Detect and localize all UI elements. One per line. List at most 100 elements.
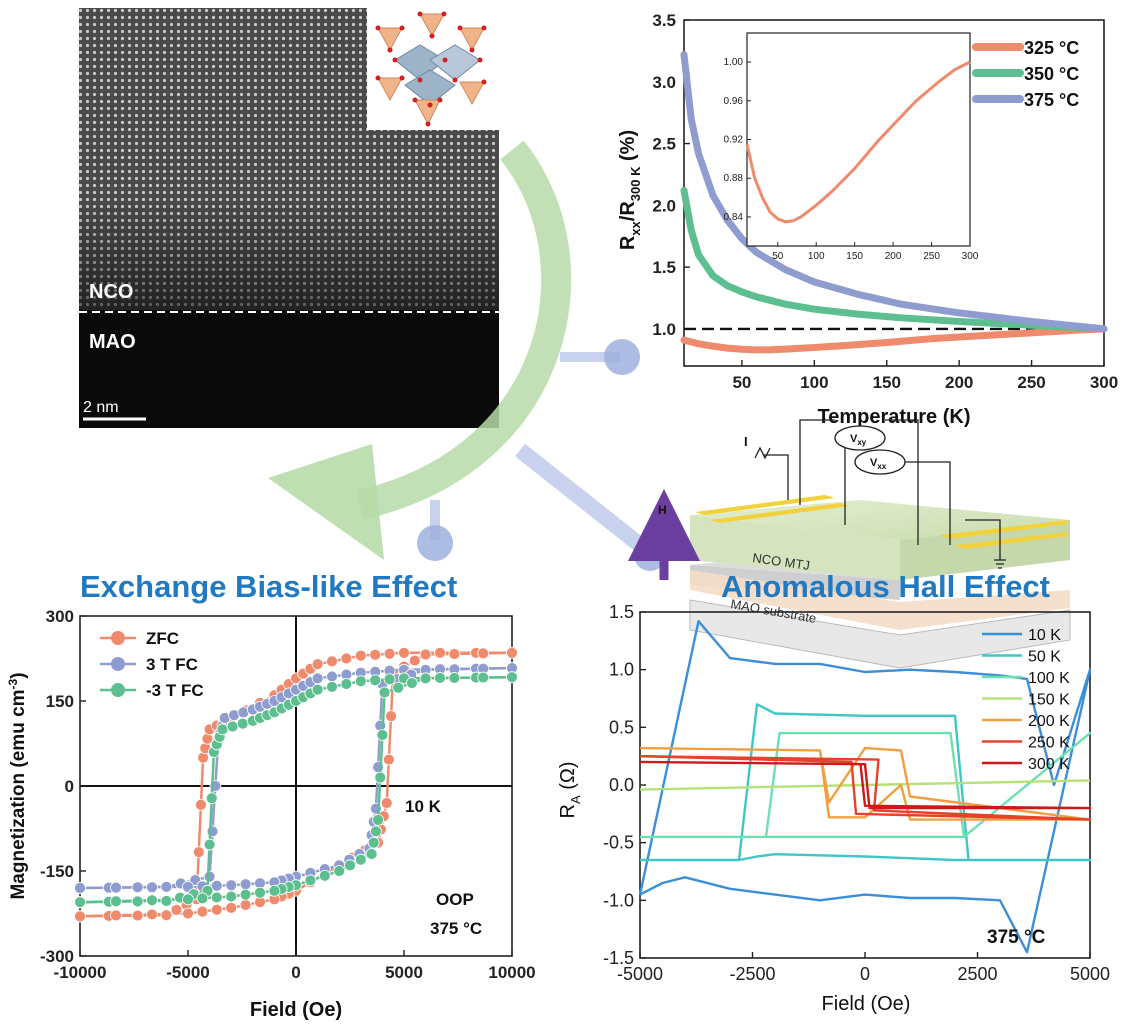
data-point bbox=[225, 890, 238, 903]
data-point bbox=[160, 909, 173, 922]
data-point bbox=[110, 881, 122, 894]
data-point bbox=[239, 888, 252, 901]
data-point bbox=[477, 671, 490, 684]
legend-marker bbox=[111, 631, 125, 645]
hall-series-line-1 bbox=[640, 703, 1092, 862]
hall-legend: 10 K 50 K 100 K 150 K 200 K 250 K 300 K bbox=[982, 627, 1070, 773]
crystal-structure-inset bbox=[367, 8, 499, 130]
data-point bbox=[369, 674, 382, 687]
y-tick-label: 3.0 bbox=[652, 73, 676, 92]
curved-arrow-icon bbox=[268, 140, 572, 560]
data-point bbox=[382, 753, 395, 766]
legend-label: 300 K bbox=[1028, 756, 1070, 773]
magnetization-chart: -10000 -5000 0 5000 10000 -300 -150 0 150 300 ZFC… bbox=[6, 607, 536, 1021]
data-point bbox=[206, 825, 219, 838]
legend-label: 250 K bbox=[1028, 735, 1070, 752]
x-tick-label: 0 bbox=[291, 963, 300, 982]
data-point bbox=[182, 893, 194, 906]
scalebar-label: 2 nm bbox=[83, 399, 119, 416]
data-point bbox=[239, 878, 252, 891]
y-tick-label: 150 bbox=[46, 692, 74, 711]
data-point bbox=[170, 904, 183, 916]
legend-label: 50 K bbox=[1028, 649, 1061, 666]
anneal-annotation: 375 °C bbox=[430, 919, 482, 938]
inset-y-tick-label: 1.00 bbox=[724, 57, 744, 68]
data-point bbox=[160, 895, 173, 907]
data-point bbox=[110, 895, 122, 908]
data-point bbox=[506, 646, 518, 659]
data-point bbox=[340, 678, 353, 690]
data-point bbox=[203, 870, 216, 883]
y-tick-label: 0.0 bbox=[609, 775, 634, 795]
data-point bbox=[192, 846, 205, 859]
data-point bbox=[344, 859, 356, 872]
hall-series-line-0 bbox=[638, 620, 1092, 954]
nco-label: NCO bbox=[89, 281, 133, 303]
x-tick-label: -2500 bbox=[729, 964, 775, 984]
y-tick-label: -1.5 bbox=[603, 948, 634, 968]
data-point bbox=[369, 648, 382, 661]
data-point bbox=[448, 672, 461, 684]
data-point bbox=[160, 880, 173, 893]
data-point bbox=[210, 891, 223, 904]
data-point bbox=[268, 884, 281, 897]
data-point bbox=[380, 797, 393, 809]
exchange-bias-heading: Exchange Bias-like Effect bbox=[80, 569, 457, 604]
temperature-annotation: 10 K bbox=[405, 797, 442, 816]
data-point bbox=[408, 654, 421, 667]
series-line-0 bbox=[680, 325, 1108, 354]
y-tick-label: 1.5 bbox=[609, 602, 634, 622]
y-tick-label: 1.0 bbox=[652, 320, 676, 339]
data-point bbox=[74, 882, 86, 894]
current-label: I bbox=[744, 434, 748, 449]
data-point bbox=[131, 895, 144, 908]
vxy-label: Vxy bbox=[850, 433, 867, 447]
data-point bbox=[506, 671, 518, 684]
data-point bbox=[131, 909, 144, 922]
data-point bbox=[354, 675, 367, 688]
field-axis-label-2: Field (Oe) bbox=[822, 993, 911, 1015]
hall-anneal-annotation: 375 °C bbox=[987, 927, 1046, 948]
field-label: H bbox=[658, 503, 667, 517]
legend-label: 375 °C bbox=[1024, 90, 1079, 110]
x-tick-label: 5000 bbox=[385, 963, 423, 982]
x-tick-label: 2500 bbox=[957, 964, 997, 984]
y-tick-label: -150 bbox=[40, 862, 74, 881]
x-tick-label: -5000 bbox=[166, 963, 209, 982]
y-tick-label: 3.5 bbox=[652, 11, 676, 30]
data-point bbox=[203, 838, 216, 851]
inset-y-tick-label: 0.84 bbox=[724, 212, 744, 223]
substrate-region bbox=[79, 310, 499, 428]
resistance-axis-label: Rxx/R300 K (%) bbox=[617, 130, 643, 250]
data-point bbox=[226, 720, 239, 733]
data-point bbox=[110, 909, 122, 922]
data-point bbox=[434, 646, 446, 659]
data-point bbox=[326, 680, 338, 693]
data-point bbox=[383, 673, 396, 686]
data-point bbox=[326, 655, 338, 668]
data-point bbox=[378, 686, 391, 699]
resistance-legend: 325 °C 350 °C 375 °C bbox=[972, 38, 1079, 110]
data-point bbox=[419, 648, 432, 661]
x-tick-label: -5000 bbox=[617, 964, 663, 984]
inset-x-tick-label: 150 bbox=[846, 251, 863, 262]
data-point bbox=[304, 874, 317, 887]
legend-label: 10 K bbox=[1028, 627, 1061, 644]
x-tick-label: 100 bbox=[800, 373, 828, 392]
hall-axis-label: RA (Ω) bbox=[557, 762, 583, 819]
mao-label: MAO bbox=[89, 331, 136, 353]
x-tick-label: 150 bbox=[873, 373, 901, 392]
x-tick-label: 300 bbox=[1090, 373, 1118, 392]
legend-label: ZFC bbox=[146, 629, 179, 648]
data-point bbox=[448, 648, 461, 660]
y-tick-label: 2.0 bbox=[652, 196, 676, 215]
data-point bbox=[205, 792, 218, 805]
data-point bbox=[146, 908, 158, 921]
data-point bbox=[340, 652, 353, 665]
data-point bbox=[210, 903, 223, 916]
inset-y-tick-label: 0.92 bbox=[724, 135, 744, 146]
data-point bbox=[196, 892, 209, 905]
data-point bbox=[383, 647, 396, 660]
inset-x-tick-label: 300 bbox=[962, 251, 979, 262]
hall-series-line-3 bbox=[639, 779, 1091, 791]
